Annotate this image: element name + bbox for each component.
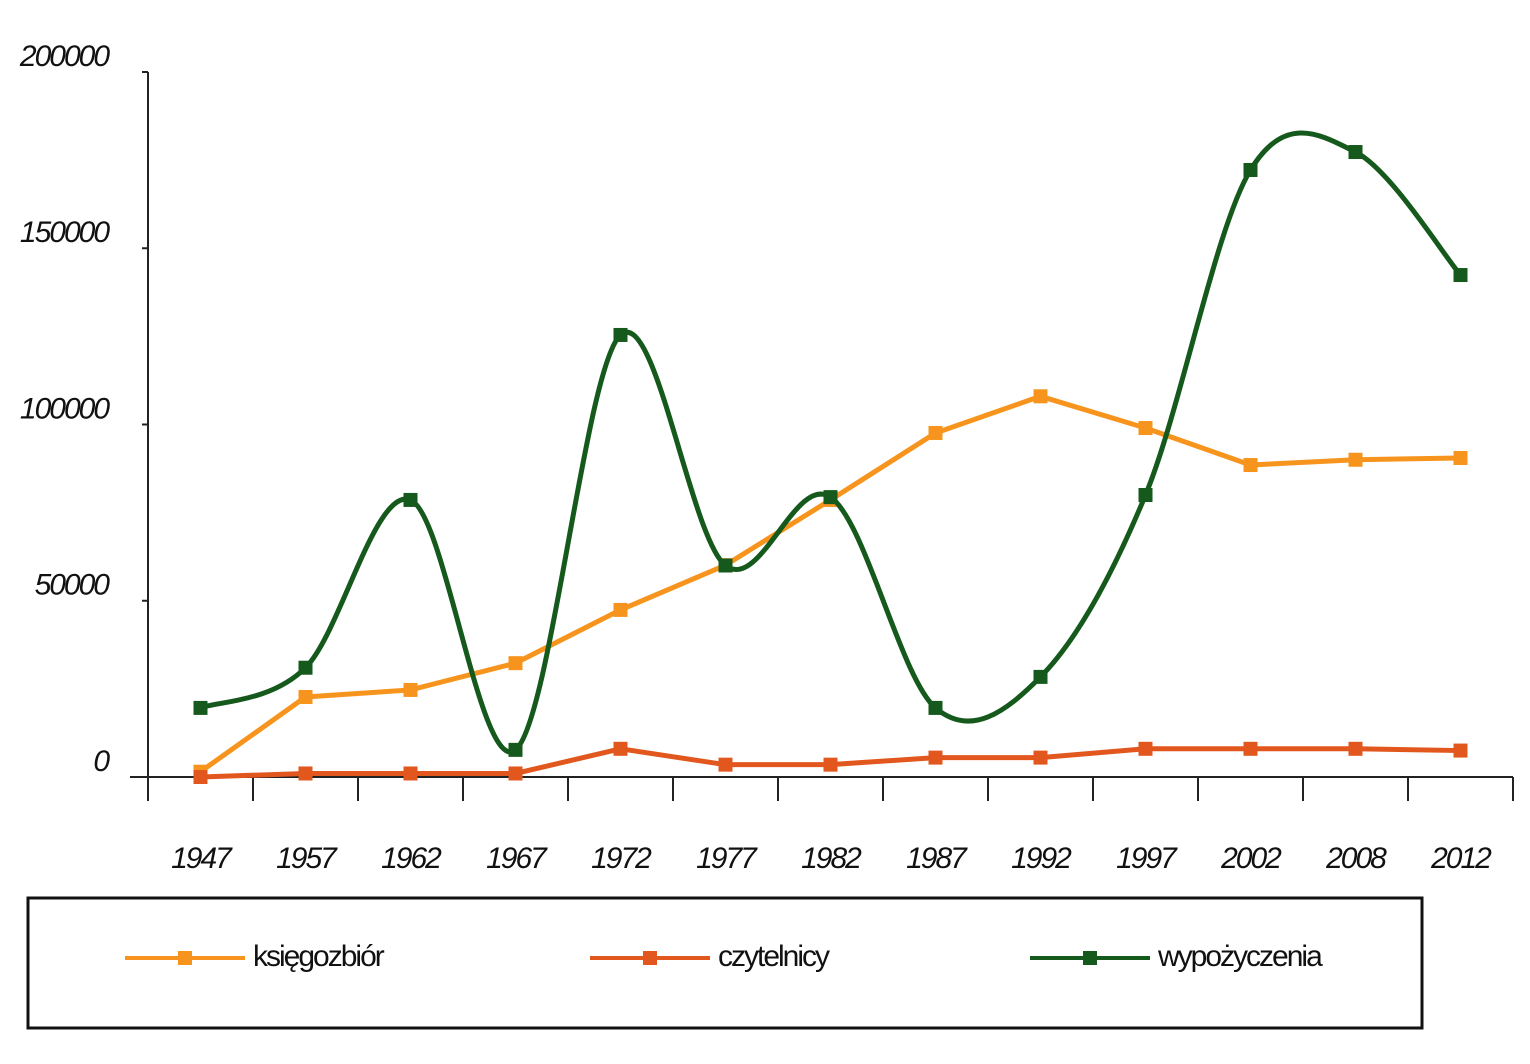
legend-box <box>26 896 1424 1030</box>
point-marker <box>718 558 733 573</box>
point-marker <box>613 741 628 756</box>
y-tick-label: 150000 <box>20 216 110 249</box>
legend-marker <box>1083 951 1097 965</box>
legend-label: księgozbiór <box>253 940 385 973</box>
x-tick-label: 1992 <box>1011 842 1072 875</box>
point-marker <box>1348 741 1363 756</box>
point-marker <box>1348 452 1363 467</box>
point-marker <box>1243 162 1258 177</box>
point-marker <box>613 327 628 342</box>
x-tick-label: 1957 <box>276 842 338 875</box>
x-tick-label: 1962 <box>381 842 442 875</box>
legend-label: wypożyczenia <box>1157 940 1323 973</box>
point-marker <box>298 660 313 675</box>
x-tick-label: 2002 <box>1220 842 1282 875</box>
series-line <box>199 393 1461 774</box>
point-marker <box>613 602 628 617</box>
x-tick-label: 1982 <box>801 842 862 875</box>
point-marker <box>298 766 313 781</box>
x-tick-label: 1987 <box>906 842 968 875</box>
point-marker <box>298 689 313 704</box>
legend-marker <box>178 951 192 965</box>
x-tick-label: 1997 <box>1116 842 1178 875</box>
point-marker <box>928 425 943 440</box>
point-marker <box>1453 450 1468 465</box>
point-marker <box>823 490 838 505</box>
x-tick-label: 1967 <box>486 842 548 875</box>
point-marker <box>1243 458 1258 473</box>
point-marker <box>928 700 943 715</box>
point-marker <box>403 766 418 781</box>
point-marker <box>1243 741 1258 756</box>
point-marker <box>1033 389 1048 404</box>
point-marker <box>823 757 838 772</box>
y-tick-label: 0 <box>93 745 110 778</box>
x-tick-label: 2008 <box>1325 842 1387 875</box>
point-marker <box>1138 741 1153 756</box>
point-marker <box>403 682 418 697</box>
point-marker <box>508 742 523 757</box>
point-marker <box>928 750 943 765</box>
point-marker <box>1033 669 1048 684</box>
legend-marker <box>643 951 657 965</box>
point-marker <box>1138 488 1153 502</box>
y-tick-label: 100000 <box>20 392 110 425</box>
point-marker <box>1453 743 1468 758</box>
point-marker <box>1138 421 1153 436</box>
x-tick-label: 1977 <box>696 842 758 875</box>
point-marker <box>193 770 208 784</box>
legend-label: czytelnicy <box>718 940 830 973</box>
y-tick-label: 50000 <box>35 569 111 602</box>
point-marker <box>718 757 733 772</box>
y-tick-label: 200000 <box>19 40 110 73</box>
point-marker <box>193 700 208 715</box>
point-marker <box>1348 145 1363 160</box>
point-marker <box>508 656 523 671</box>
point-marker <box>1033 750 1048 765</box>
point-marker <box>403 492 418 507</box>
x-tick-label: 2012 <box>1430 842 1492 875</box>
point-marker <box>508 766 523 781</box>
series-line <box>199 130 1463 755</box>
x-tick-label: 1972 <box>591 842 652 875</box>
point-marker <box>1453 268 1468 283</box>
x-tick-label: 1947 <box>171 842 233 875</box>
